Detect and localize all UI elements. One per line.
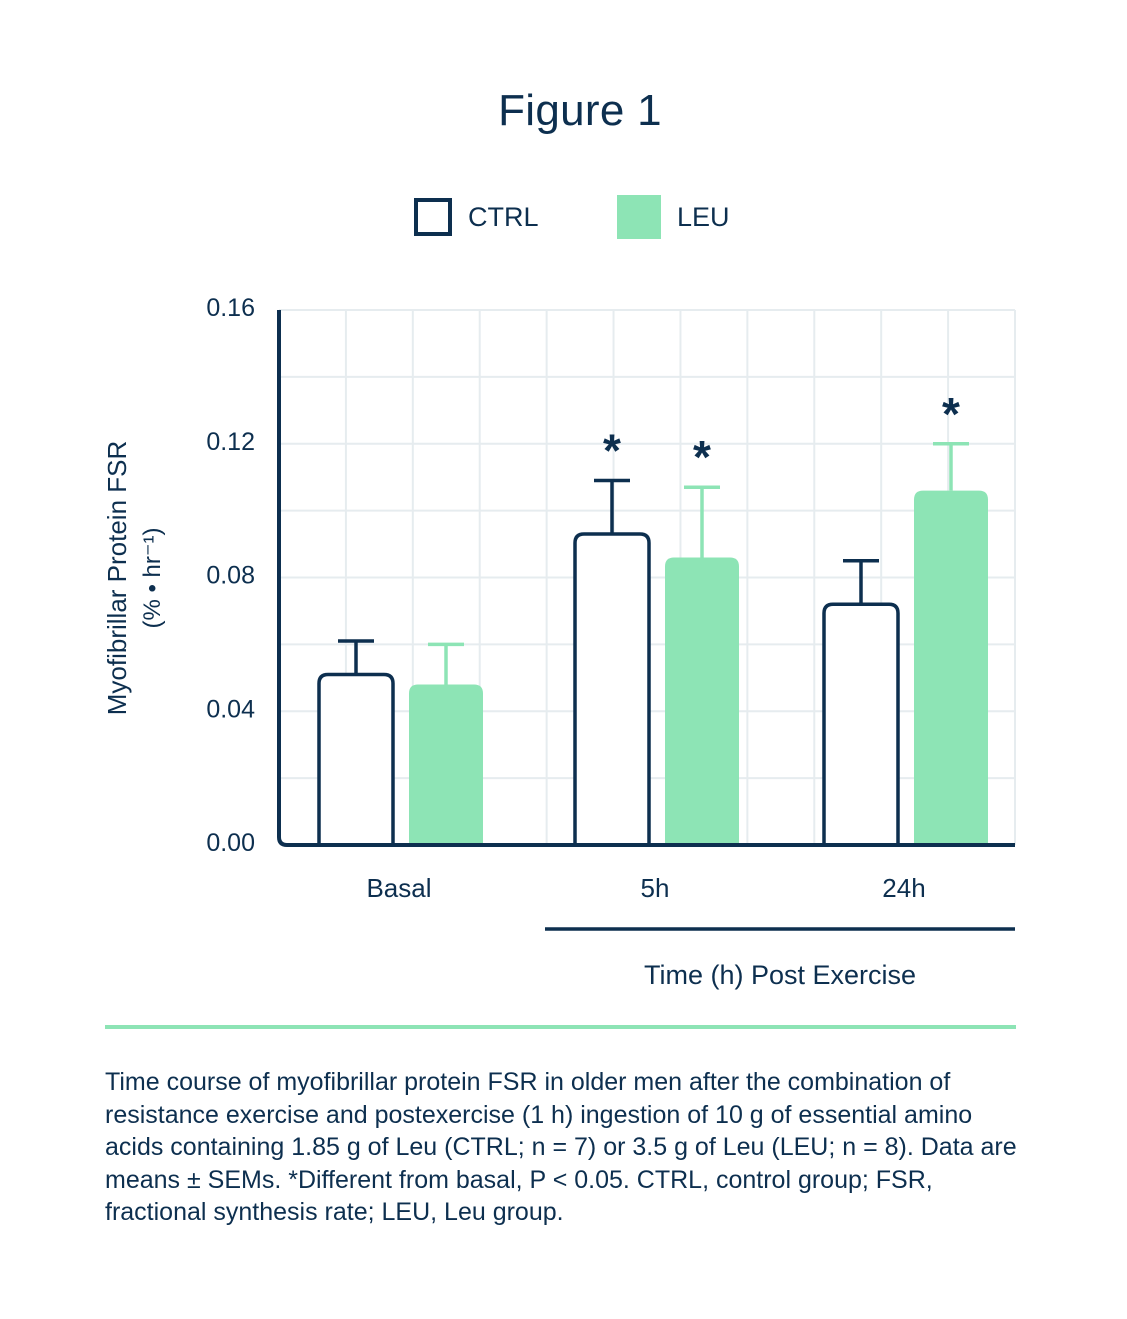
bar-leu-24h <box>914 491 988 845</box>
x-tick-label: 5h <box>641 873 670 903</box>
significance-asterisk: * <box>942 388 960 440</box>
bar-leu-basal <box>409 685 483 846</box>
y-tick-label: 0.04 <box>206 695 255 723</box>
y-tick-label: 0.12 <box>206 428 255 456</box>
y-tick-label: 0.16 <box>206 294 255 322</box>
y-axis-unit-label: (% • hr⁻¹) <box>139 527 166 628</box>
bar-chart: * * * 0.00 0.04 0.08 0.12 0.16 Basal 5h 24h Time (h… <box>0 0 1127 1000</box>
bar-ctrl-24h <box>824 604 898 845</box>
x-tick-label: Basal <box>366 873 431 903</box>
caption-divider <box>105 1025 1016 1029</box>
x-tick-label: 24h <box>882 873 925 903</box>
figure-caption: Time course of myofibrillar protein FSR … <box>105 1066 1020 1229</box>
bar-leu-5h <box>665 557 739 845</box>
x-axis-label: Time (h) Post Exercise <box>644 960 916 990</box>
y-axis-label: Myofibrillar Protein FSR <box>102 441 132 716</box>
y-tick-label: 0.08 <box>206 562 255 590</box>
bar-ctrl-5h <box>575 534 649 845</box>
y-tick-label: 0.00 <box>206 829 255 857</box>
significance-asterisk: * <box>693 431 711 483</box>
bar-ctrl-basal <box>319 674 393 845</box>
significance-asterisk: * <box>603 425 621 477</box>
